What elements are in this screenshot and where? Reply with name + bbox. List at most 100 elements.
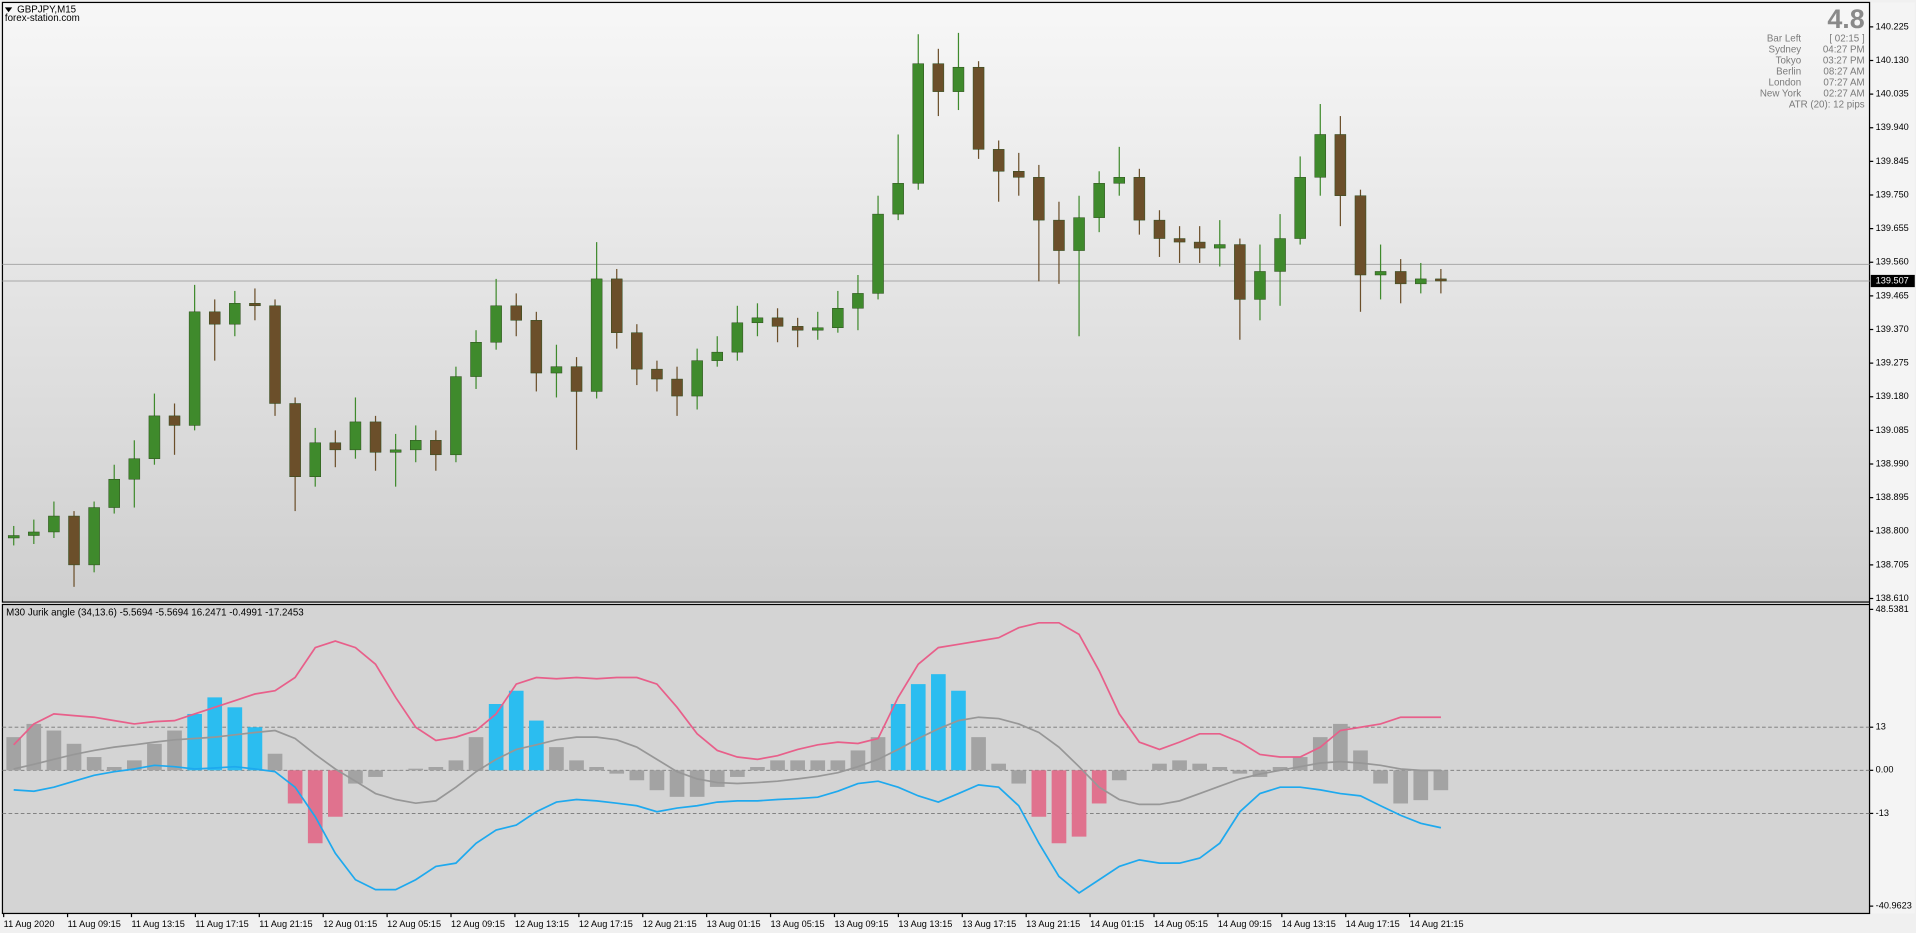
histogram-bar: [890, 704, 906, 771]
histogram-bar: [508, 690, 524, 771]
histogram-bar: [468, 737, 484, 771]
candle-body: [7, 535, 20, 539]
candle-body: [1153, 219, 1166, 239]
y-tick-label: 139.370: [1876, 324, 1909, 334]
y-tick-label: 0.00: [1876, 765, 1894, 775]
info-headline: 4.8: [1827, 4, 1864, 34]
y-tick-label: 138.895: [1876, 492, 1909, 502]
candle-body: [992, 149, 1005, 172]
candle-body: [671, 378, 683, 397]
candle-body: [349, 421, 362, 451]
y-tick-label: -40.9623: [1876, 901, 1912, 911]
histogram-bar: [589, 767, 604, 771]
candle-body: [68, 515, 80, 566]
histogram-bar: [1172, 760, 1187, 771]
candle-body: [1354, 195, 1367, 276]
histogram-bar: [388, 770, 403, 771]
x-tick-label: 13 Aug 09:15: [834, 919, 888, 929]
candle-body: [610, 278, 623, 333]
histogram-bar: [428, 767, 444, 771]
candle-body: [1374, 271, 1387, 276]
y-tick-label: 138.705: [1876, 559, 1909, 569]
y-tick-label: 139.750: [1876, 189, 1909, 199]
symbol-title: GBPJPY,M15: [17, 4, 77, 15]
info-value: 03:27 PM: [1823, 56, 1865, 67]
x-tick-label: 14 Aug 17:15: [1346, 919, 1400, 929]
candle-body: [1274, 238, 1286, 272]
histogram-bar: [709, 770, 725, 787]
histogram-bar: [1333, 723, 1348, 771]
x-tick-label: 13 Aug 01:15: [707, 919, 761, 929]
candle-body: [1435, 278, 1447, 282]
candle-body: [1093, 183, 1105, 218]
x-tick-label: 14 Aug 05:15: [1154, 919, 1208, 929]
histogram-bar: [187, 713, 202, 771]
candle-body: [1033, 177, 1045, 221]
histogram-bar: [247, 727, 263, 771]
candle-body: [88, 507, 100, 566]
y-tick-label: 139.465: [1876, 290, 1909, 300]
candle-body: [28, 531, 40, 536]
info-value: 07:27 AM: [1823, 78, 1864, 89]
candle-body: [1394, 271, 1407, 285]
histogram-bar: [1132, 770, 1147, 771]
candle-body: [852, 293, 864, 309]
histogram-bar: [951, 690, 966, 771]
histogram-bar: [488, 704, 504, 771]
candle-body: [912, 63, 924, 184]
histogram-bar: [1413, 770, 1429, 801]
candle-body: [108, 478, 120, 508]
histogram-bar: [689, 770, 705, 797]
histogram-bar: [1393, 770, 1409, 804]
histogram-bar: [971, 737, 986, 771]
histogram-bar: [307, 770, 323, 844]
histogram-bar: [348, 770, 363, 784]
candle-body: [1314, 134, 1327, 178]
info-label: Tokyo: [1776, 56, 1802, 67]
histogram-bar: [1051, 770, 1067, 844]
info-label: New York: [1760, 89, 1801, 100]
histogram-bar: [1111, 770, 1127, 781]
candle-body: [932, 63, 945, 92]
candle-body: [651, 368, 663, 380]
candle-body: [771, 317, 784, 327]
histogram-bar: [126, 760, 142, 771]
candle-body: [892, 183, 904, 215]
info-value: 02:27 AM: [1823, 89, 1864, 100]
candle-body: [249, 303, 261, 307]
candle-body: [711, 351, 723, 361]
candle-body: [470, 342, 482, 377]
candle-body: [229, 303, 241, 325]
histogram-bar: [26, 723, 42, 771]
x-tick-label: 14 Aug 21:15: [1410, 919, 1464, 929]
candle-body: [590, 278, 603, 392]
y-tick-label: -13: [1876, 808, 1889, 818]
candle-body: [168, 415, 181, 426]
watermark: forex-station.com: [5, 13, 80, 24]
candle-body: [812, 327, 824, 331]
y-tick-label: 138.800: [1876, 526, 1909, 536]
candle-body: [128, 458, 141, 480]
histogram-bar: [46, 730, 62, 771]
histogram-bar: [991, 763, 1006, 771]
histogram-bar: [790, 760, 805, 771]
info-atr: ATR (20): 12 pips: [1789, 100, 1865, 111]
candle-body: [1334, 134, 1347, 196]
candle-body: [972, 66, 985, 150]
candle-body: [791, 326, 804, 331]
histogram-bar: [207, 697, 223, 771]
histogram-bar: [730, 770, 745, 777]
histogram-bar: [448, 760, 464, 771]
histogram-bar: [1433, 770, 1449, 791]
candle-body: [329, 442, 342, 451]
histogram-bar: [1152, 763, 1167, 771]
price-panel: [1, 1, 1871, 603]
info-label: Bar Left: [1767, 34, 1801, 45]
menu-arrow[interactable]: [4, 7, 13, 13]
candle-body: [1254, 271, 1266, 300]
candle-body: [1294, 177, 1306, 239]
histogram-bar: [66, 743, 82, 771]
histogram-bar: [810, 760, 826, 771]
y-tick-label: 139.560: [1876, 257, 1909, 267]
